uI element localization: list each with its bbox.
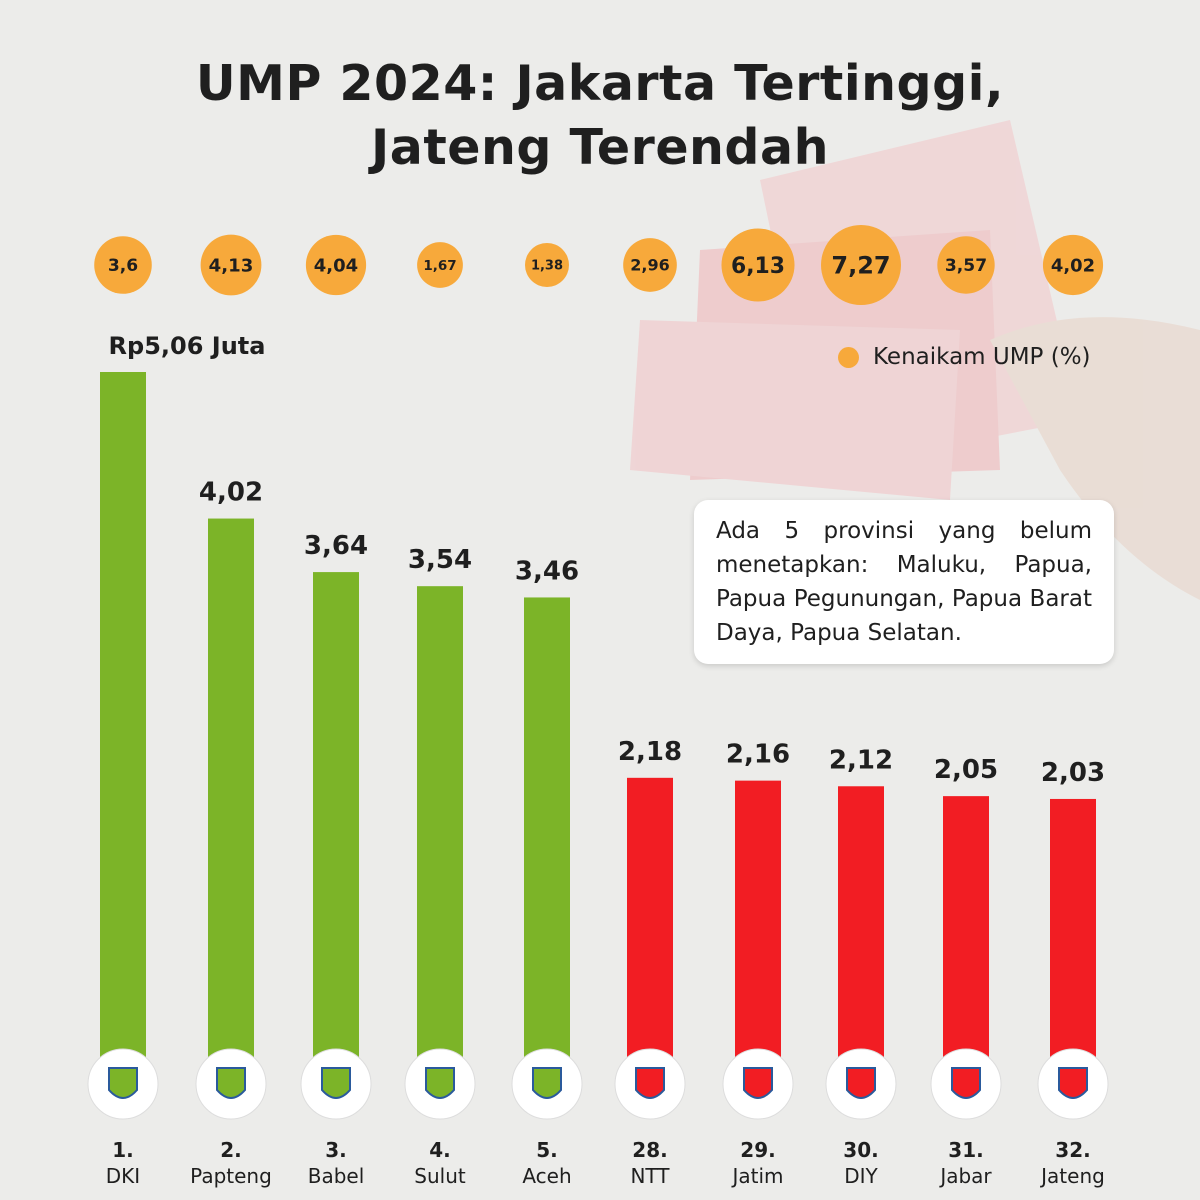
title-line-1: UMP 2024: Jakarta Tertinggi, (195, 55, 1005, 112)
category-rank-label: 30. (843, 1138, 878, 1162)
increase-bubble-ntt (623, 238, 677, 292)
value-label-ntt: 2,18 (618, 737, 682, 767)
legend: Kenaikam UMP (%) (838, 344, 1091, 370)
increase-bubble-jateng (1042, 234, 1104, 296)
category-rank-label: 29. (740, 1138, 775, 1162)
category-name-label: Jatim (730, 1164, 783, 1188)
bar-papteng (208, 518, 254, 1085)
bar-jateng (1050, 798, 1096, 1085)
category-name-label: NTT (630, 1164, 670, 1188)
emblem-shield-icon (216, 1067, 246, 1099)
emblem-shield-icon (743, 1067, 773, 1099)
bar-diy (838, 786, 884, 1085)
increase-bubble-sulut (417, 242, 463, 288)
category-rank-label: 31. (948, 1138, 983, 1162)
page-title: UMP 2024: Jakarta Tertinggi, Jateng Tere… (0, 52, 1200, 180)
bar-sulut (417, 586, 463, 1085)
increase-label-dki: 3,6 (108, 256, 138, 276)
category-rank-label: 3. (325, 1138, 347, 1162)
increase-label-diy: 7,27 (831, 252, 890, 280)
legend-label: Kenaikam UMP (%) (873, 344, 1091, 370)
emblem-shield-icon (108, 1067, 138, 1099)
category-rank-label: 28. (632, 1138, 667, 1162)
category-name-label: Sulut (414, 1164, 466, 1188)
value-label-dki: Rp5,06 Juta (109, 332, 266, 360)
value-label-diy: 2,12 (829, 745, 893, 775)
category-rank-label: 32. (1055, 1138, 1090, 1162)
bar-jabar (943, 796, 989, 1085)
increase-label-papteng: 4,13 (209, 256, 254, 277)
value-label-sulut: 3,54 (408, 545, 472, 575)
category-name-label: Papteng (190, 1164, 272, 1188)
category-rank-label: 4. (429, 1138, 451, 1162)
value-label-aceh: 3,46 (515, 556, 579, 586)
category-name-label: Jabar (938, 1164, 992, 1188)
increase-bubble-babel (305, 234, 367, 296)
emblem-shield-icon (532, 1067, 562, 1099)
increase-bubble-diy (821, 225, 901, 305)
increase-bubble-dki (94, 236, 152, 294)
value-label-babel: 3,64 (304, 531, 368, 561)
bar-aceh (524, 597, 570, 1085)
value-label-jateng: 2,03 (1041, 758, 1105, 788)
increase-label-sulut: 1,67 (423, 258, 456, 274)
category-rank-label: 1. (112, 1138, 134, 1162)
increase-label-ntt: 2,96 (630, 256, 669, 275)
category-name-label: Aceh (522, 1164, 571, 1188)
category-rank-label: 2. (220, 1138, 242, 1162)
bar-dki (100, 372, 146, 1085)
category-name-label: Babel (308, 1164, 365, 1188)
category-name-label: Jateng (1039, 1164, 1105, 1188)
increase-label-babel: 4,04 (314, 255, 358, 276)
increase-bubble-papteng (200, 234, 262, 296)
increase-bubble-jabar (937, 236, 995, 294)
title-line-2: Jateng Terendah (371, 119, 829, 176)
emblem-shield-icon (1058, 1067, 1088, 1099)
value-label-papteng: 4,02 (199, 478, 263, 508)
note-box: Ada 5 provinsi yang belum menetapkan: Ma… (694, 500, 1114, 664)
emblem-shield-icon (635, 1067, 665, 1099)
value-label-jabar: 2,05 (934, 755, 998, 785)
increase-label-aceh: 1,38 (531, 259, 563, 274)
legend-orange-dot (838, 346, 859, 368)
increase-bubble-aceh (525, 243, 569, 287)
bar-babel (313, 572, 359, 1085)
increase-label-jatim: 6,13 (731, 254, 785, 279)
increase-bubble-jatim (721, 228, 795, 302)
category-name-label: DIY (844, 1164, 878, 1188)
value-label-jatim: 2,16 (726, 740, 790, 770)
increase-label-jateng: 4,02 (1051, 255, 1095, 276)
emblem-shield-icon (846, 1067, 876, 1099)
category-rank-label: 5. (536, 1138, 558, 1162)
bar-jatim (735, 780, 781, 1085)
increase-label-jabar: 3,57 (945, 256, 987, 276)
category-name-label: DKI (106, 1164, 140, 1188)
emblem-shield-icon (321, 1067, 351, 1099)
emblem-shield-icon (951, 1067, 981, 1099)
note-text: Ada 5 provinsi yang belum menetapkan: Ma… (716, 518, 1092, 646)
emblem-shield-icon (425, 1067, 455, 1099)
bar-ntt (627, 777, 673, 1085)
